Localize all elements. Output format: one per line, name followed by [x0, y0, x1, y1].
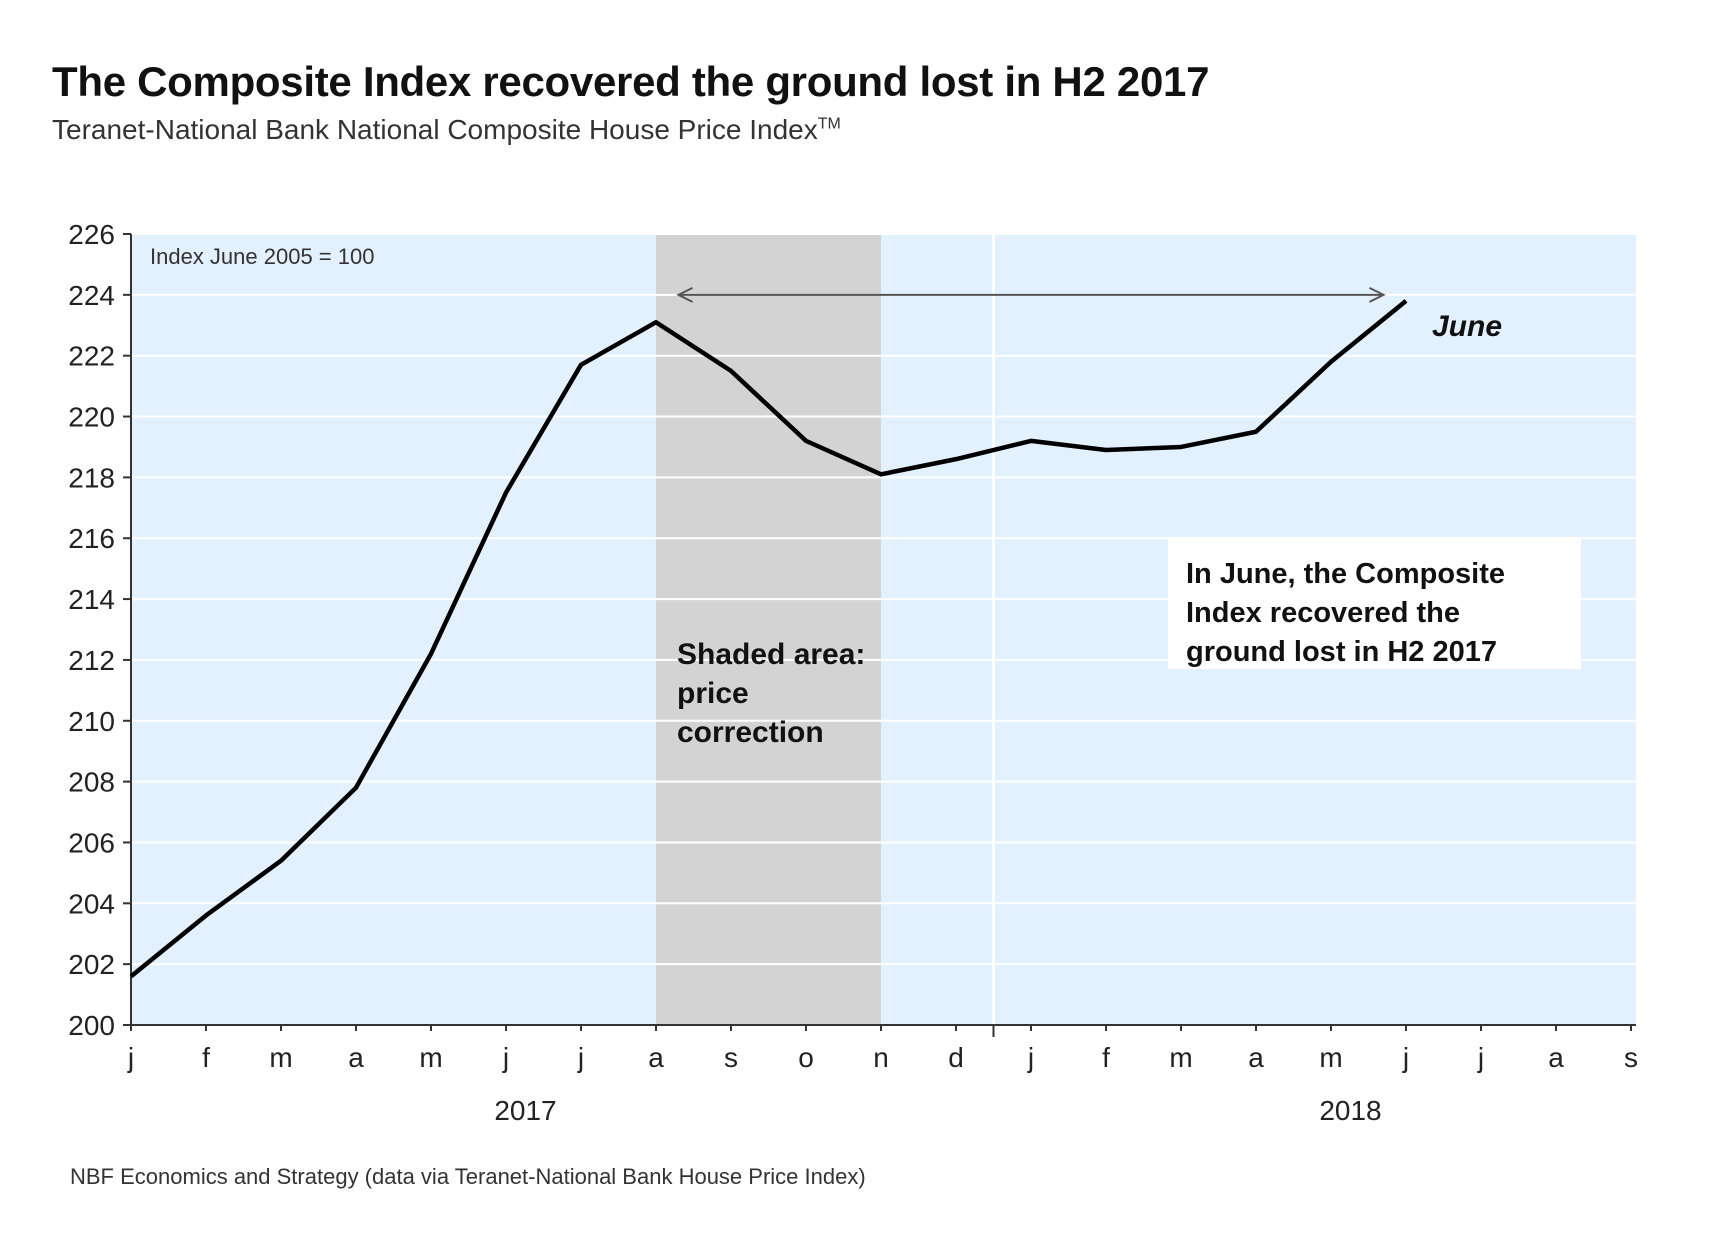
- year-label: 2018: [1319, 1095, 1381, 1126]
- y-tick-label: 210: [68, 706, 115, 737]
- chart-source: NBF Economics and Strategy (data via Ter…: [70, 1164, 866, 1189]
- year-label: 2017: [494, 1095, 556, 1126]
- x-tick-label: s: [724, 1042, 738, 1073]
- x-tick-label: j: [1027, 1042, 1034, 1073]
- x-tick-label: a: [1548, 1042, 1564, 1073]
- end-label: June: [1432, 310, 1502, 343]
- x-tick-label: f: [202, 1042, 210, 1073]
- x-tick-label: j: [1477, 1042, 1484, 1073]
- x-tick-label: j: [1402, 1042, 1409, 1073]
- y-tick-label: 222: [68, 341, 115, 372]
- y-tick-label: 220: [68, 402, 115, 433]
- y-tick-label: 224: [68, 280, 115, 311]
- y-tick-label: 208: [68, 767, 115, 798]
- x-tick-label: a: [648, 1042, 664, 1073]
- x-tick-label: a: [1248, 1042, 1264, 1073]
- arrow-head-right: [1369, 286, 1386, 303]
- x-tick-label: m: [1319, 1042, 1342, 1073]
- x-tick-label: n: [873, 1042, 889, 1073]
- annotation-text: Index recovered the: [1186, 597, 1460, 629]
- shaded-region-label: price: [677, 677, 749, 710]
- y-tick-label: 204: [68, 888, 115, 919]
- y-tick-label: 226: [68, 219, 115, 250]
- arrow-head-left: [676, 286, 693, 303]
- chart-title: The Composite Index recovered the ground…: [52, 58, 1210, 105]
- shaded-region: [656, 234, 881, 1025]
- shaded-region-label: correction: [677, 716, 824, 749]
- annotation-text: In June, the Composite: [1186, 558, 1505, 590]
- y-tick-label: 214: [68, 584, 115, 615]
- shaded-region-label: Shaded area:: [677, 638, 865, 671]
- x-tick-label: j: [577, 1042, 584, 1073]
- series-line: [129, 299, 1408, 979]
- y-tick-label: 202: [68, 949, 115, 980]
- annotation-box: [1168, 537, 1581, 669]
- subtitle-text: Teranet-National Bank National Composite…: [52, 114, 818, 145]
- x-tick-label: f: [1102, 1042, 1110, 1073]
- x-tick-label: m: [1169, 1042, 1192, 1073]
- x-tick-label: o: [798, 1042, 814, 1073]
- annotation-text: ground lost in H2 2017: [1186, 636, 1497, 668]
- x-tick-label: j: [502, 1042, 509, 1073]
- chart-subtitle: Teranet-National Bank National Composite…: [52, 114, 841, 146]
- trademark-mark: TM: [817, 115, 841, 133]
- x-tick-label: m: [419, 1042, 442, 1073]
- x-tick-label: s: [1624, 1042, 1638, 1073]
- x-tick-label: d: [948, 1042, 964, 1073]
- x-tick-label: a: [348, 1042, 364, 1073]
- y-tick-label: 206: [68, 827, 115, 858]
- y-tick-label: 218: [68, 462, 115, 493]
- y-tick-label: 216: [68, 523, 115, 554]
- y-tick-label: 212: [68, 645, 115, 676]
- x-tick-label: m: [269, 1042, 292, 1073]
- x-tick-label: j: [127, 1042, 134, 1073]
- y-tick-label: 200: [68, 1010, 115, 1041]
- index-note: Index June 2005 = 100: [150, 244, 374, 269]
